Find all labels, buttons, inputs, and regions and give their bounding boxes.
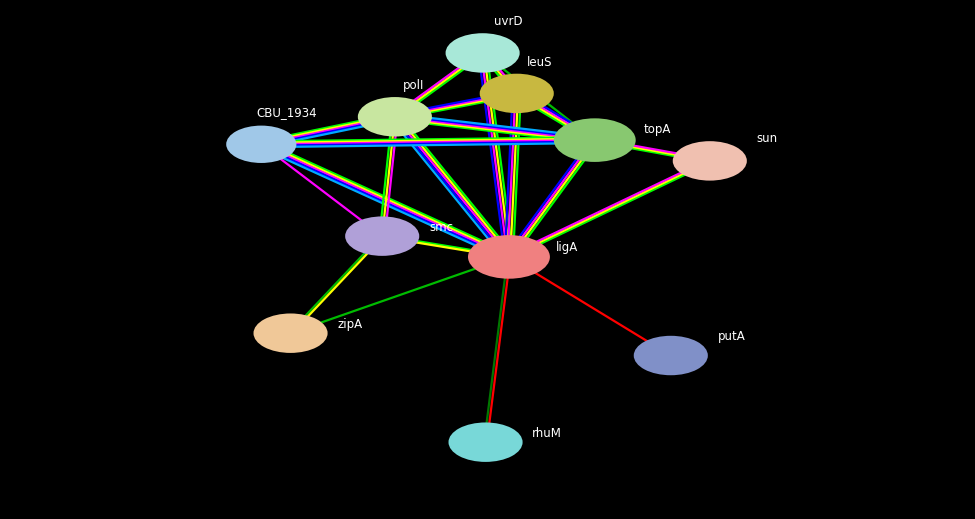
Circle shape xyxy=(345,216,419,256)
Text: zipA: zipA xyxy=(337,318,363,331)
Circle shape xyxy=(226,126,296,163)
Text: rhuM: rhuM xyxy=(532,427,563,440)
Text: putA: putA xyxy=(718,330,745,343)
Text: CBU_1934: CBU_1934 xyxy=(256,106,317,119)
Circle shape xyxy=(554,118,636,162)
Circle shape xyxy=(448,422,523,462)
Circle shape xyxy=(480,74,554,113)
Text: polI: polI xyxy=(403,79,424,92)
Circle shape xyxy=(634,336,708,375)
Circle shape xyxy=(446,33,520,73)
Circle shape xyxy=(673,141,747,181)
Text: leuS: leuS xyxy=(526,56,552,69)
Circle shape xyxy=(358,97,432,136)
Text: uvrD: uvrD xyxy=(494,15,523,28)
Text: ligA: ligA xyxy=(556,241,578,254)
Text: smc: smc xyxy=(429,221,453,234)
Circle shape xyxy=(254,313,328,353)
Text: sun: sun xyxy=(757,132,778,145)
Text: topA: topA xyxy=(644,123,671,136)
Circle shape xyxy=(468,235,550,279)
